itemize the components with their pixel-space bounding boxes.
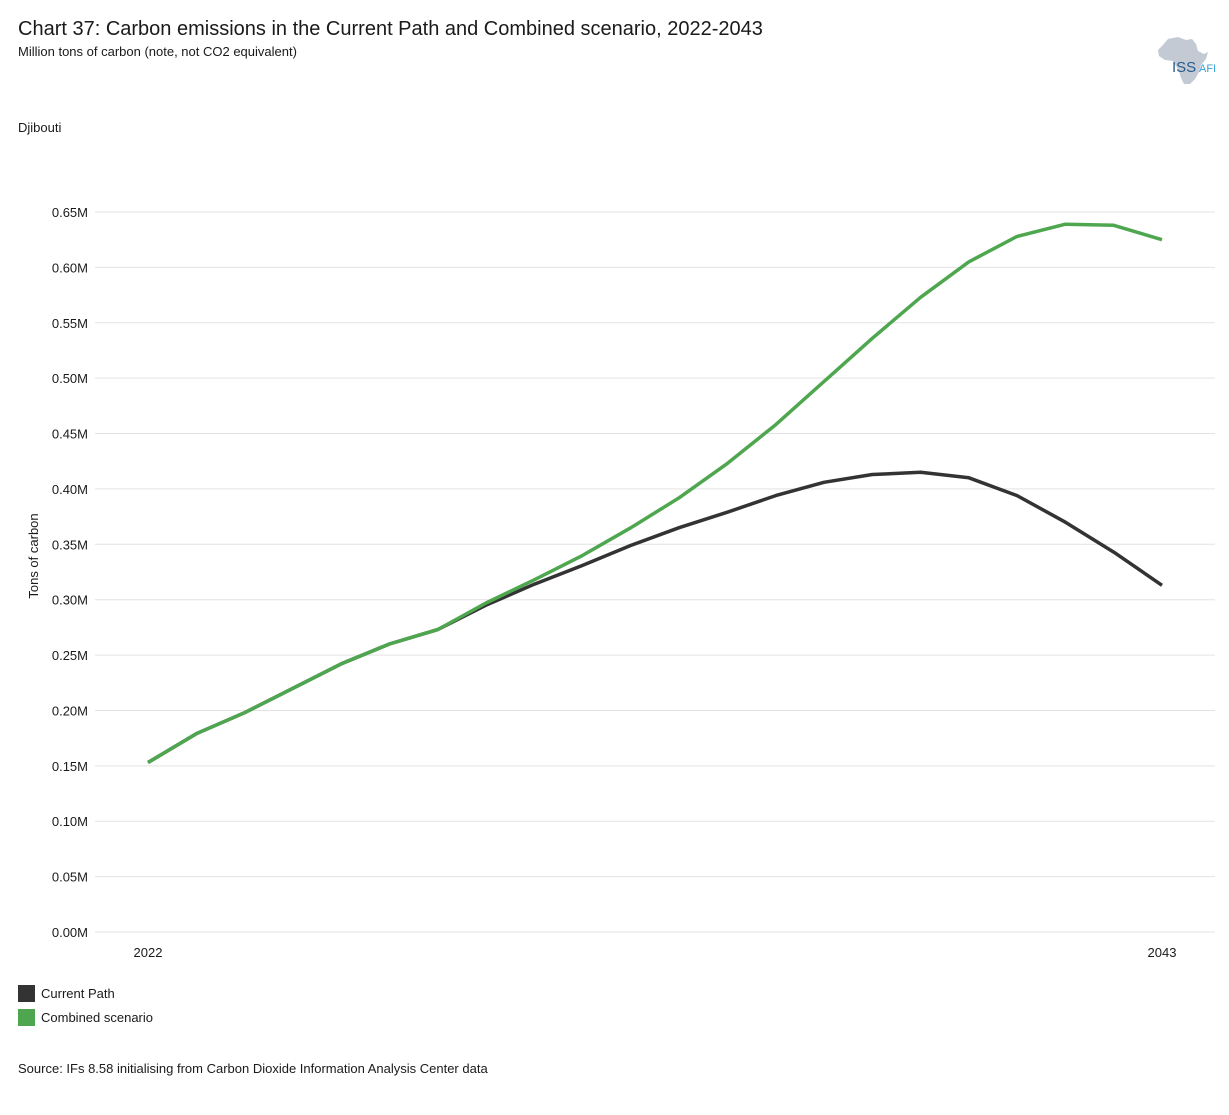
source-note: Source: IFs 8.58 initialising from Carbo…	[18, 1061, 488, 1076]
country-label: Djibouti	[18, 120, 62, 135]
legend-item-combined-scenario: Combined scenario	[18, 1008, 153, 1026]
iss-africa-logo: ISS AFI	[1158, 37, 1216, 84]
y-tick-label: 0.15M	[52, 759, 88, 774]
y-tick-label: 0.20M	[52, 703, 88, 718]
legend-swatch-current-path	[18, 984, 35, 1002]
y-tick-label: 0.00M	[52, 925, 88, 940]
y-tick-label: 0.05M	[52, 870, 88, 885]
y-tick-label: 0.45M	[52, 427, 88, 442]
chart-subtitle: Million tons of carbon (note, not CO2 eq…	[18, 44, 297, 59]
x-axis-ticks: 2022 2043	[134, 945, 1177, 960]
x-tick-label: 2022	[134, 945, 163, 960]
africa-map-icon	[1158, 37, 1208, 84]
legend-label-current-path: Current Path	[41, 985, 115, 1001]
chart-title: Chart 37: Carbon emissions in the Curren…	[18, 18, 763, 40]
series-lines	[147, 222, 1163, 765]
legend-swatch-combined-scenario	[18, 1008, 35, 1026]
y-axis-ticks: 0.00M 0.05M 0.10M 0.15M 0.20M 0.25M 0.30M 0.35M…	[52, 205, 88, 940]
y-tick-label: 0.40M	[52, 482, 88, 497]
y-tick-label: 0.35M	[52, 537, 88, 552]
logo-text-afi: AFI	[1199, 63, 1216, 75]
legend-item-current-path: Current Path	[18, 984, 115, 1002]
y-axis-label: Tons of carbon	[26, 513, 41, 598]
logo-text-iss: ISS	[1172, 59, 1196, 76]
y-tick-label: 0.10M	[52, 814, 88, 829]
y-tick-label: 0.50M	[52, 371, 88, 386]
y-tick-label: 0.25M	[52, 648, 88, 663]
x-tick-label: 2043	[1148, 945, 1177, 960]
gridlines	[95, 211, 1215, 933]
legend-label-combined-scenario: Combined scenario	[41, 1009, 154, 1025]
y-tick-label: 0.65M	[52, 205, 88, 220]
y-tick-label: 0.55M	[52, 316, 88, 331]
y-tick-label: 0.60M	[52, 260, 88, 275]
line-chart: 0.00M 0.05M 0.10M 0.15M 0.20M 0.25M 0.30M 0.35M…	[26, 205, 1215, 960]
series-line-current-path	[147, 470, 1163, 765]
y-tick-label: 0.30M	[52, 593, 88, 608]
series-line-combined-scenario	[147, 222, 1163, 765]
